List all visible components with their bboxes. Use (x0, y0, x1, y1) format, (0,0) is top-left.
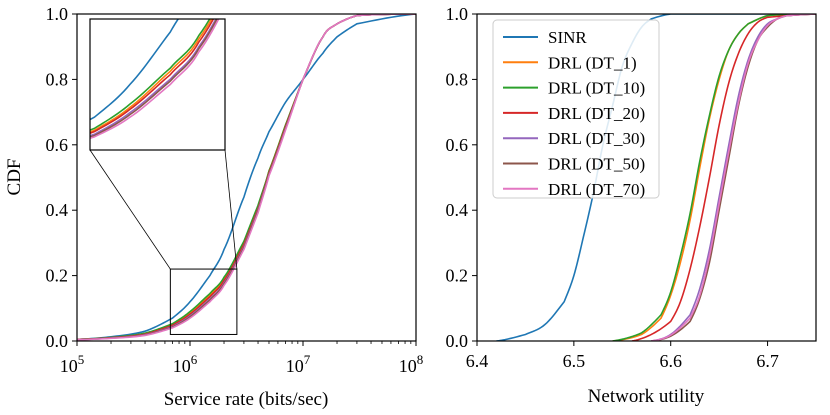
right-y-tick-label: 0.8 (446, 69, 469, 89)
legend-entry-label: DRL (DT_30) (548, 129, 645, 148)
left-series-line (77, 14, 416, 341)
right-y-tick-label: 0.4 (446, 200, 469, 220)
left-y-axis-label: CDF (4, 159, 25, 196)
left-series-lines (77, 14, 416, 341)
left-y-tick-label: 0.0 (46, 331, 69, 351)
legend-entry-label: DRL (DT_70) (548, 180, 645, 199)
left-y-tick-label: 0.6 (46, 135, 69, 155)
right-series-line (612, 14, 816, 341)
right-y-tick-label: 1.0 (446, 4, 469, 24)
right-series-lines (496, 14, 816, 341)
legend-entry-label: DRL (DT_20) (548, 104, 645, 123)
legend: SINR DRL (DT_1) DRL (DT_10) DRL (DT_20) DRL … (492, 19, 660, 199)
legend-box (492, 19, 660, 199)
right-y-tick-label: 0.2 (446, 266, 469, 286)
right-x-tick-label: 6.7 (756, 351, 779, 371)
legend-entry-label: DRL (DT_10) (548, 79, 645, 98)
left-x-tick-label: 105 (60, 352, 85, 376)
right-x-tick-label: 6.5 (563, 351, 586, 371)
zoom-region-box (169, 268, 238, 335)
right-ticks: 6.4 6.5 6.6 6.7 0.0 0.2 0.4 0.6 0.8 1.0 (446, 4, 779, 371)
left-series-line (77, 14, 416, 341)
right-x-axis-label: Network utility (588, 386, 705, 407)
left-y-tick-label: 0.8 (46, 69, 69, 89)
inset-connector-line (224, 149, 238, 270)
left-y-tick-label: 0.4 (46, 200, 69, 220)
legend-entry-label: DRL (DT_50) (548, 155, 645, 174)
right-axes-frame (476, 13, 817, 342)
right-x-tick-label: 6.4 (466, 351, 489, 371)
right-series-line (651, 14, 816, 341)
inset-connector-line (89, 149, 171, 270)
right-y-tick-label: 0.0 (446, 331, 469, 351)
left-y-tick-label: 1.0 (46, 4, 69, 24)
legend-entry-label: DRL (DT_1) (548, 53, 637, 72)
right-series-line (631, 14, 816, 341)
right-y-tick-label: 0.6 (446, 135, 469, 155)
inset-frame (89, 18, 226, 151)
left-y-tick-label: 0.2 (46, 266, 69, 286)
right-x-tick-label: 6.6 (659, 351, 682, 371)
left-x-axis-label: Service rate (bits/sec) (164, 389, 329, 410)
network-utility-cdf-panel: 6.4 6.5 6.6 6.7 0.0 0.2 0.4 0.6 0.8 1.0 Network u… (446, 4, 817, 407)
legend-entry-label: SINR (548, 28, 587, 47)
left-axes-frame (76, 13, 417, 342)
